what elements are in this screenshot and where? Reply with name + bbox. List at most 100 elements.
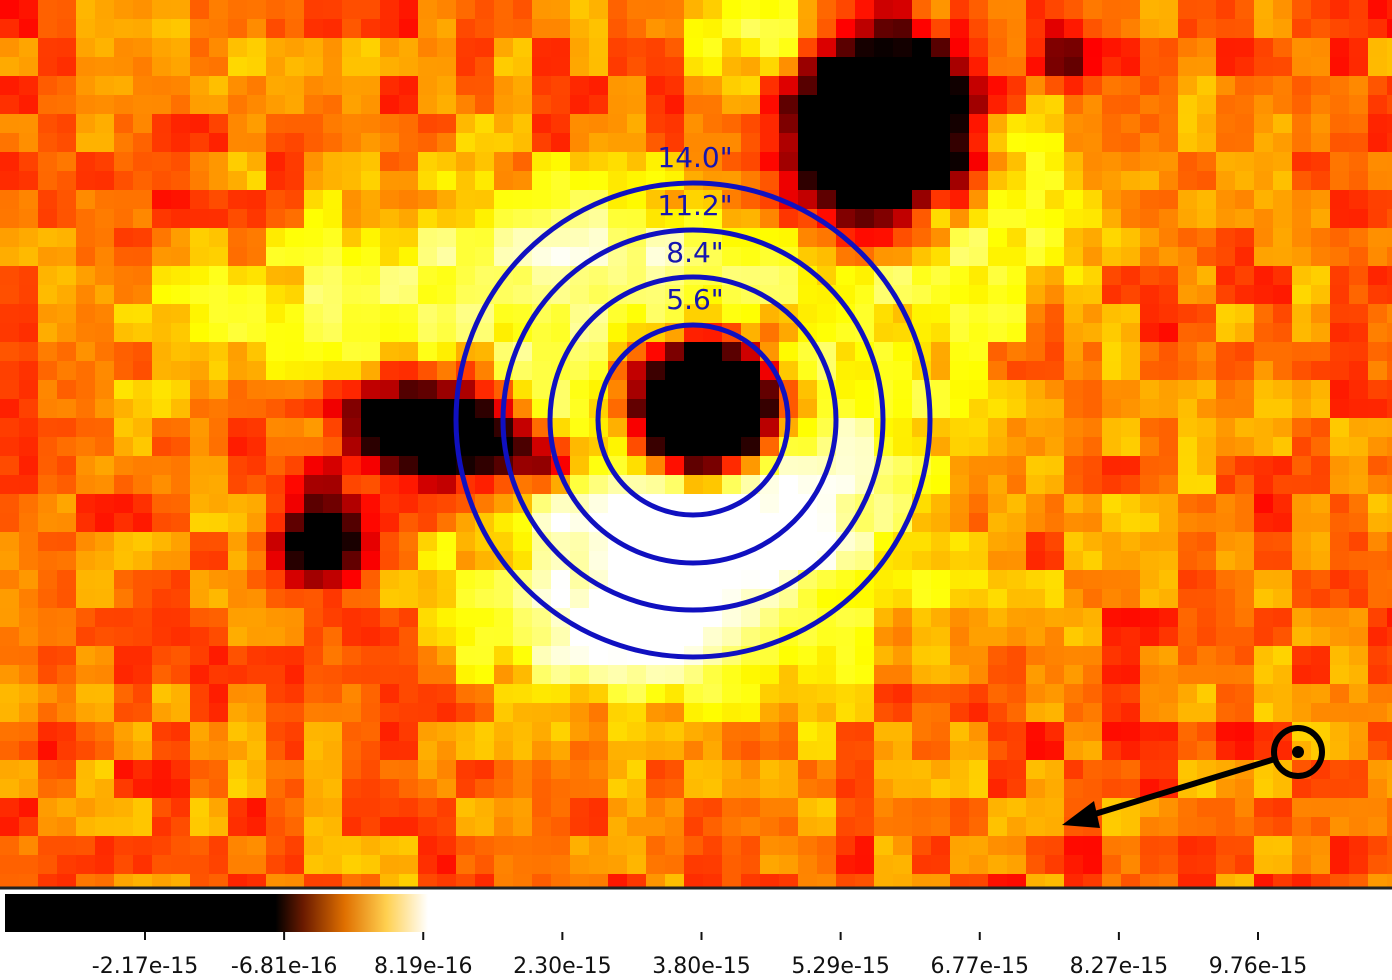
pixel	[361, 741, 381, 761]
pixel	[1102, 874, 1122, 888]
pixel	[133, 361, 153, 381]
pixel	[855, 266, 875, 286]
pixel	[665, 760, 685, 780]
pixel	[133, 304, 153, 324]
pixel	[817, 171, 837, 191]
pixel	[513, 703, 533, 723]
pixel	[418, 171, 438, 191]
pixel	[1140, 285, 1160, 305]
pixel	[1064, 589, 1084, 609]
pixel	[1159, 114, 1179, 134]
pixel	[190, 817, 210, 837]
pixel	[1197, 703, 1217, 723]
pixel	[1121, 266, 1141, 286]
pixel	[1235, 817, 1255, 837]
pixel	[874, 95, 894, 115]
pixel	[342, 399, 362, 419]
pixel	[1045, 646, 1065, 666]
pixel	[247, 95, 267, 115]
pixel	[874, 627, 894, 647]
pixel	[304, 266, 324, 286]
pixel	[1026, 266, 1046, 286]
pixel	[1197, 361, 1217, 381]
pixel	[1235, 323, 1255, 343]
pixel	[133, 684, 153, 704]
pixel	[1102, 779, 1122, 799]
pixel	[1387, 874, 1392, 888]
pixel	[437, 342, 457, 362]
pixel	[0, 114, 20, 134]
pixel	[893, 760, 913, 780]
pixel	[570, 874, 590, 888]
pixel	[133, 399, 153, 419]
pixel	[361, 342, 381, 362]
colorbar-tick-label: -6.81e-16	[231, 954, 337, 979]
pixel	[399, 532, 419, 552]
pixel	[627, 38, 647, 58]
pixel	[1330, 532, 1350, 552]
pixel	[912, 532, 932, 552]
pixel	[19, 665, 39, 685]
pixel	[342, 760, 362, 780]
pixel	[456, 133, 476, 153]
pixel	[456, 627, 476, 647]
pixel	[266, 190, 286, 210]
pixel	[874, 513, 894, 533]
pixel	[76, 779, 96, 799]
pixel	[912, 779, 932, 799]
pixel	[703, 722, 723, 742]
pixel	[893, 76, 913, 96]
pixel	[1235, 171, 1255, 191]
pixel	[798, 741, 818, 761]
pixel	[1007, 228, 1027, 248]
pixel	[19, 627, 39, 647]
pixel	[1197, 95, 1217, 115]
pixel	[304, 0, 324, 20]
pixel	[969, 475, 989, 495]
pixel	[1292, 57, 1312, 77]
pixel	[532, 779, 552, 799]
pixel	[969, 703, 989, 723]
pixel	[114, 665, 134, 685]
pixel	[323, 608, 343, 628]
pixel	[1083, 741, 1103, 761]
pixel	[304, 779, 324, 799]
pixel	[589, 266, 609, 286]
pixel	[266, 513, 286, 533]
pixel	[798, 285, 818, 305]
pixel	[1197, 247, 1217, 267]
pixel	[627, 456, 647, 476]
pixel	[361, 475, 381, 495]
pixel	[551, 171, 571, 191]
pixel	[494, 304, 514, 324]
pixel	[1273, 399, 1293, 419]
pixel	[1026, 418, 1046, 438]
pixel	[304, 570, 324, 590]
pixel	[1007, 399, 1027, 419]
pixel	[1235, 361, 1255, 381]
pixel	[228, 779, 248, 799]
pixel	[228, 114, 248, 134]
pixel	[1007, 0, 1027, 20]
pixel	[304, 95, 324, 115]
pixel	[0, 665, 20, 685]
pixel	[323, 722, 343, 742]
pixel	[950, 855, 970, 875]
pixel	[684, 779, 704, 799]
pixel	[190, 874, 210, 888]
pixel	[1064, 874, 1084, 888]
pixel	[1368, 304, 1388, 324]
pixel	[855, 817, 875, 837]
pixel	[1045, 513, 1065, 533]
pixel	[627, 779, 647, 799]
pixel	[646, 741, 666, 761]
colorbar-tick-label: 8.27e-15	[1070, 954, 1168, 979]
pixel	[76, 855, 96, 875]
pixel	[19, 57, 39, 77]
pixel	[988, 437, 1008, 457]
pixel	[798, 456, 818, 476]
pixel	[1368, 494, 1388, 514]
pixel	[1254, 665, 1274, 685]
pixel	[76, 570, 96, 590]
pixel	[1216, 76, 1236, 96]
